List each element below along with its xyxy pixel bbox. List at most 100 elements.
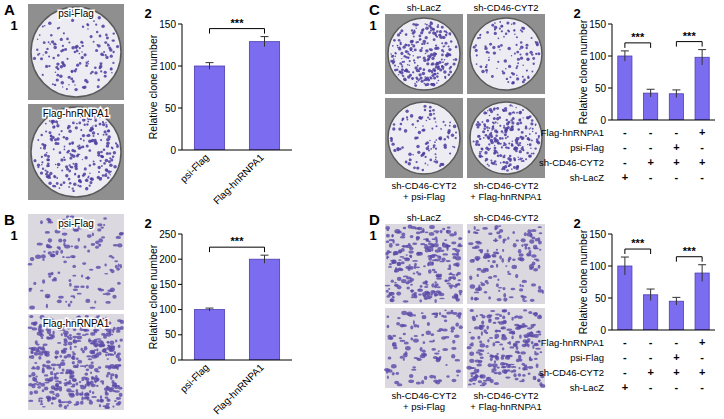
colony bbox=[435, 121, 437, 123]
cell bbox=[72, 378, 77, 382]
colony bbox=[494, 150, 498, 154]
colony bbox=[513, 159, 516, 162]
colony bbox=[424, 76, 426, 78]
cell bbox=[44, 374, 48, 376]
colony bbox=[108, 160, 111, 163]
colony bbox=[488, 165, 490, 167]
colony bbox=[107, 170, 111, 174]
colony bbox=[391, 55, 394, 58]
colony bbox=[55, 66, 58, 69]
colony bbox=[69, 153, 71, 155]
colony bbox=[435, 66, 438, 69]
colony bbox=[520, 41, 523, 44]
cell bbox=[92, 377, 95, 380]
colony bbox=[400, 42, 401, 43]
colony bbox=[401, 68, 404, 71]
cell bbox=[75, 382, 78, 385]
colony bbox=[536, 138, 539, 141]
colony bbox=[108, 47, 111, 50]
cell bbox=[36, 366, 40, 370]
cell bbox=[103, 293, 106, 295]
colony bbox=[449, 152, 451, 154]
colony bbox=[84, 79, 87, 82]
colony bbox=[52, 57, 54, 59]
colony bbox=[95, 49, 98, 52]
cell bbox=[84, 346, 88, 351]
cell bbox=[410, 284, 413, 286]
image-label: sh-LacZ bbox=[407, 212, 442, 223]
colony bbox=[484, 45, 486, 47]
cell bbox=[76, 358, 79, 360]
cell bbox=[34, 352, 39, 356]
cell bbox=[431, 247, 433, 251]
cell bbox=[398, 259, 401, 261]
colony bbox=[511, 168, 513, 170]
colony bbox=[447, 136, 449, 138]
colony bbox=[400, 29, 403, 32]
colony bbox=[519, 111, 522, 114]
colony bbox=[441, 59, 443, 61]
cell bbox=[72, 384, 76, 387]
cell bbox=[92, 391, 94, 394]
colony bbox=[485, 112, 487, 114]
cell bbox=[88, 364, 94, 369]
cell bbox=[63, 242, 65, 246]
cell bbox=[435, 283, 439, 286]
cell bbox=[428, 297, 431, 299]
cell bbox=[425, 281, 427, 284]
cell bbox=[390, 298, 395, 302]
cell bbox=[420, 243, 425, 245]
colony bbox=[412, 154, 414, 156]
colony bbox=[505, 146, 508, 149]
cell bbox=[64, 333, 67, 337]
colony bbox=[494, 147, 497, 150]
colony bbox=[61, 130, 63, 132]
colony bbox=[515, 107, 516, 108]
colony bbox=[78, 175, 81, 178]
colony bbox=[430, 22, 433, 25]
cell bbox=[425, 284, 428, 286]
cell bbox=[68, 369, 71, 373]
colony bbox=[86, 144, 89, 147]
colony bbox=[72, 80, 75, 83]
cell bbox=[107, 341, 109, 343]
cell bbox=[115, 374, 118, 378]
cell bbox=[84, 372, 88, 375]
cell bbox=[425, 231, 429, 233]
cell bbox=[402, 245, 408, 248]
colony bbox=[443, 51, 445, 53]
cell bbox=[100, 395, 102, 399]
colony bbox=[407, 64, 409, 66]
colony bbox=[450, 40, 453, 43]
colony bbox=[507, 136, 509, 138]
colony bbox=[419, 56, 421, 58]
colony bbox=[85, 61, 87, 63]
cell bbox=[403, 300, 409, 302]
colony bbox=[414, 137, 417, 140]
colony bbox=[81, 51, 82, 52]
colony bbox=[521, 160, 523, 162]
colony bbox=[535, 53, 537, 55]
colony bbox=[409, 60, 411, 62]
cell bbox=[97, 228, 101, 231]
colony bbox=[500, 25, 503, 28]
cell bbox=[433, 230, 439, 232]
cell bbox=[28, 263, 33, 265]
colony bbox=[537, 52, 540, 55]
cell bbox=[393, 251, 399, 255]
cell bbox=[74, 346, 77, 348]
colony bbox=[505, 128, 508, 131]
cell bbox=[416, 271, 418, 274]
colony bbox=[511, 121, 514, 124]
colony bbox=[97, 151, 100, 154]
colony bbox=[427, 145, 429, 147]
colony bbox=[501, 30, 503, 32]
cell bbox=[425, 248, 429, 252]
colony bbox=[37, 54, 39, 56]
colony bbox=[55, 71, 57, 73]
cell bbox=[99, 404, 101, 407]
cell bbox=[42, 406, 46, 408]
cell bbox=[43, 250, 45, 252]
colony bbox=[45, 130, 47, 132]
colony bbox=[480, 34, 481, 35]
